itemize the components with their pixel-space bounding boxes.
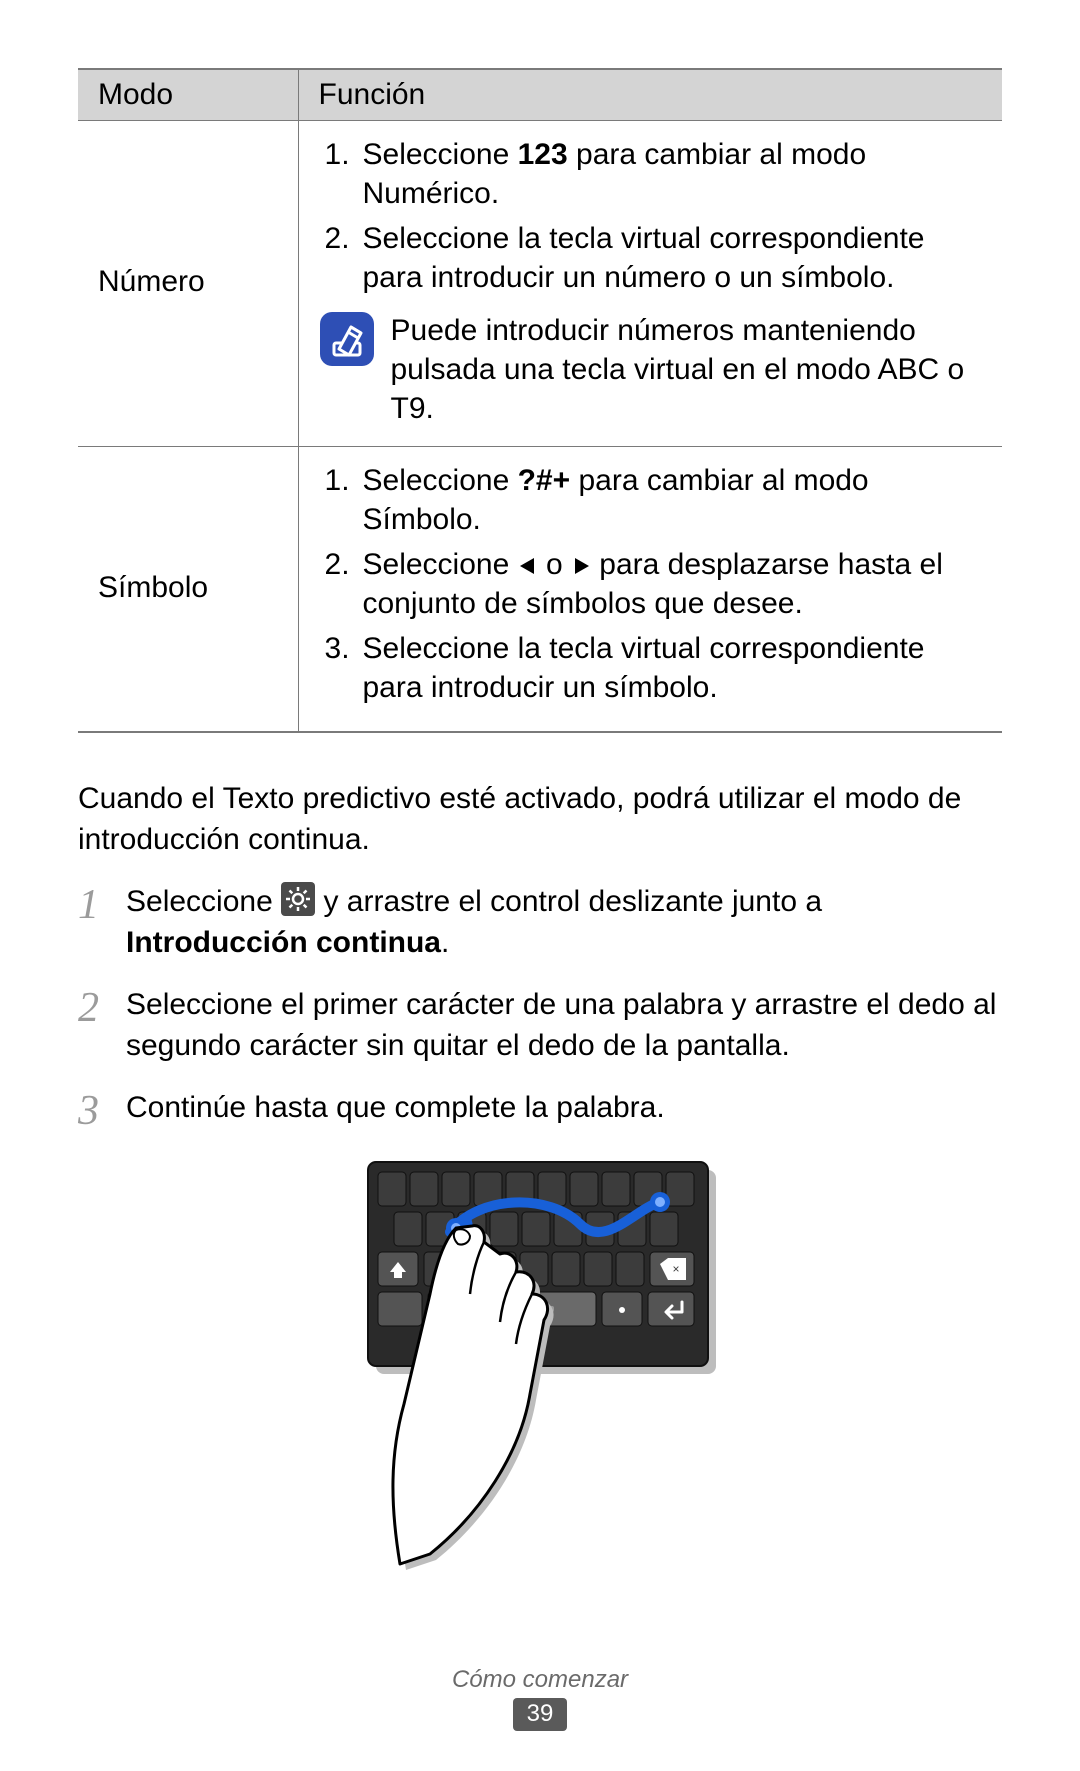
step-item: 3 Continúe hasta que complete la palabra… <box>78 1088 1002 1132</box>
step-number: 2 <box>78 985 108 1066</box>
mode-cell: Número <box>78 121 298 447</box>
table-header-function: Función <box>298 69 1002 121</box>
function-cell: Seleccione ?#+ para cambiar al modo Símb… <box>298 447 1002 733</box>
step-number: 3 <box>78 1088 108 1132</box>
list-item: Seleccione ?#+ para cambiar al modo Símb… <box>319 461 983 539</box>
swipe-keyboard-illustration: × <box>360 1154 720 1574</box>
note-text: Puede introducir números manteniendo pul… <box>391 311 983 428</box>
triangle-left-icon <box>518 556 538 576</box>
step-item: 2 Seleccione el primer carácter de una p… <box>78 985 1002 1066</box>
list-item: Seleccione o para desplazarse hasta el c… <box>319 545 983 623</box>
table-row: Símbolo Seleccione ?#+ para cambiar al m… <box>78 447 1002 733</box>
step-item: 1 Seleccione y arrastre el control desli… <box>78 882 1002 963</box>
page-footer: Cómo comenzar 39 <box>0 1666 1080 1731</box>
list-item: Seleccione 123 para cambiar al modo Numé… <box>319 135 983 213</box>
svg-text:×: × <box>672 1262 679 1276</box>
note-icon <box>319 311 375 367</box>
triangle-right-icon <box>571 556 591 576</box>
list-item: Seleccione la tecla virtual correspondie… <box>319 629 983 707</box>
gear-icon <box>281 882 315 916</box>
steps-list: 1 Seleccione y arrastre el control desli… <box>78 882 1002 1132</box>
function-cell: Seleccione 123 para cambiar al modo Numé… <box>298 121 1002 447</box>
footer-section-label: Cómo comenzar <box>0 1666 1080 1694</box>
mode-cell: Símbolo <box>78 447 298 733</box>
table-header-mode: Modo <box>78 69 298 121</box>
page-number-badge: 39 <box>513 1698 568 1731</box>
table-row: Número Seleccione 123 para cambiar al mo… <box>78 121 1002 447</box>
list-item: Seleccione la tecla virtual correspondie… <box>319 219 983 297</box>
intro-paragraph: Cuando el Texto predictivo esté activado… <box>78 779 1002 860</box>
mode-function-table: Modo Función Número Seleccione 123 para … <box>78 68 1002 733</box>
step-number: 1 <box>78 882 108 963</box>
